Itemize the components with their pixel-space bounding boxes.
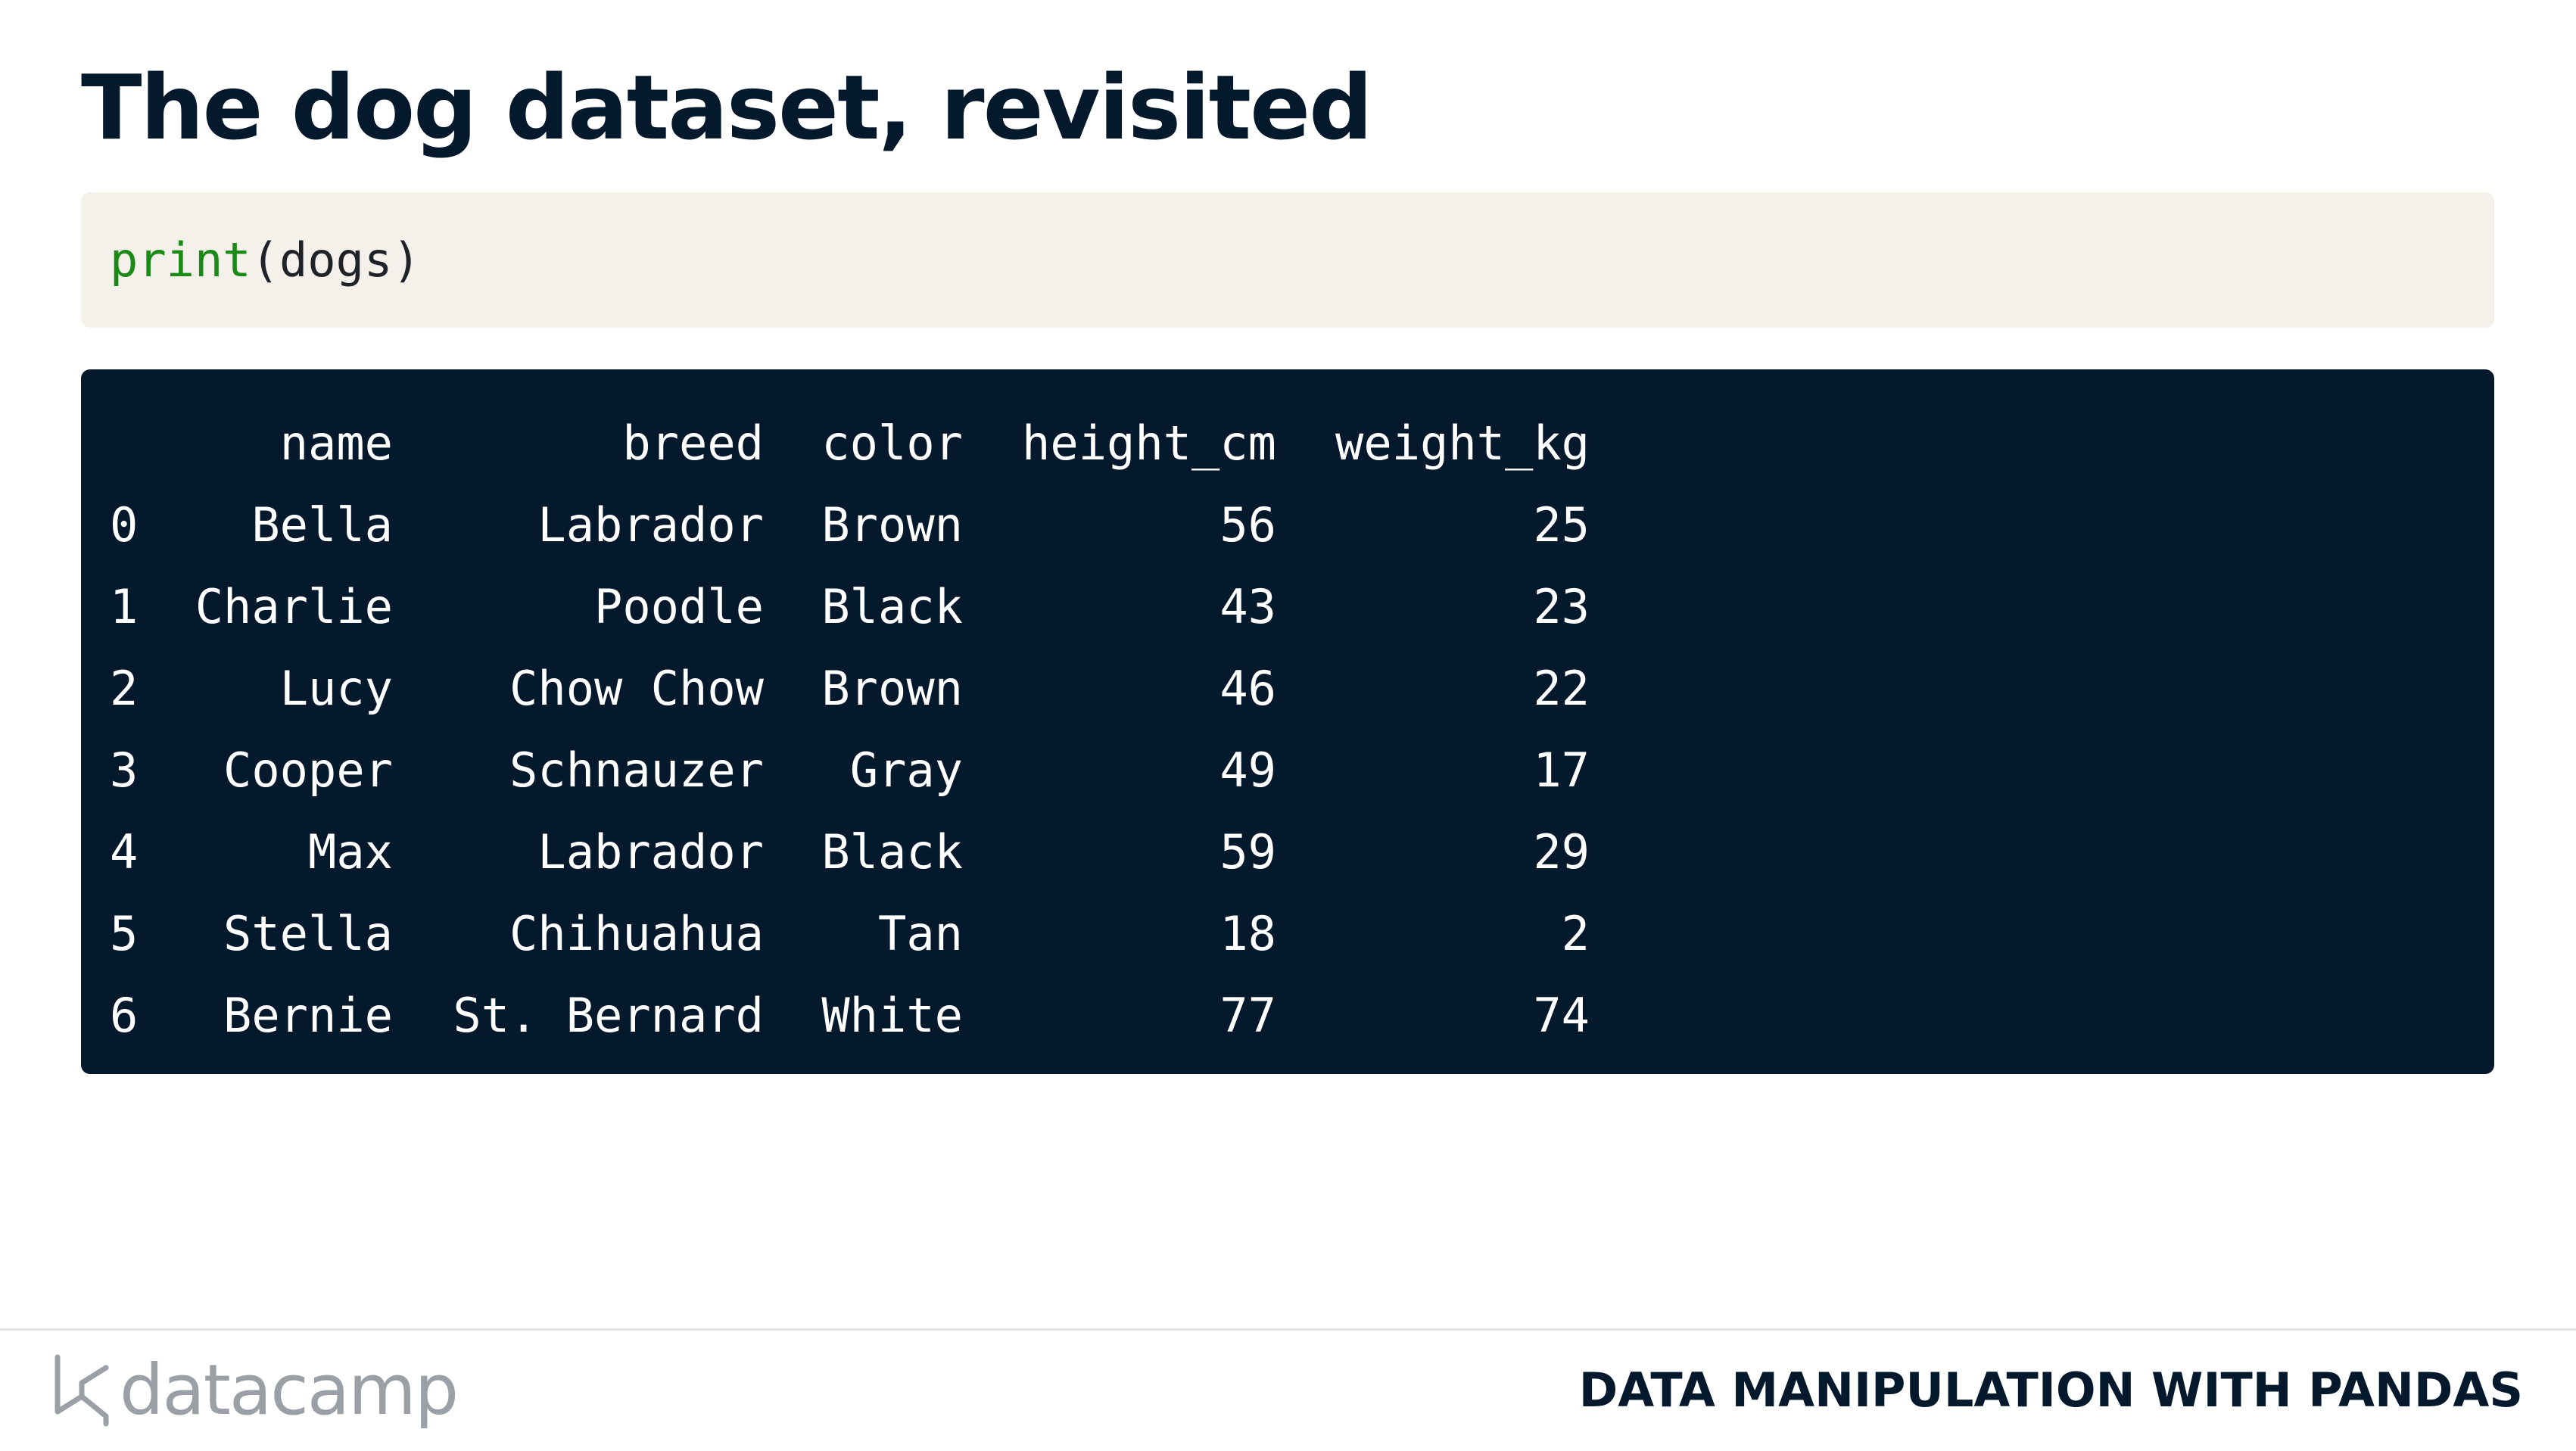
cell-name: Max: [308, 824, 393, 880]
cell-breed: Poodle: [594, 579, 764, 634]
code-argument: (dogs): [251, 232, 421, 288]
column-header-color: color: [821, 416, 963, 471]
footer-divider: [0, 1328, 2576, 1331]
table-row: 4 Max Labrador Black 59 29: [110, 811, 1590, 893]
table-row: 1 Charlie Poodle Black 43 23: [110, 566, 1590, 648]
row-index: 3: [110, 743, 139, 798]
cell-name: Bernie: [223, 988, 393, 1043]
header-row: name breed color height_cm weight_kg: [110, 403, 1590, 484]
cell-weight: 74: [1533, 988, 1590, 1043]
cell-color: White: [821, 988, 963, 1043]
cell-name: Lucy: [279, 661, 393, 716]
cell-weight: 25: [1533, 497, 1590, 553]
row-index: 0: [110, 497, 139, 553]
row-index: 2: [110, 661, 139, 716]
cell-weight: 17: [1533, 743, 1590, 798]
cell-name: Cooper: [223, 743, 393, 798]
cell-weight: 2: [1561, 906, 1590, 961]
cell-color: Gray: [849, 743, 963, 798]
datacamp-logo-icon: [55, 1354, 109, 1427]
row-index: 1: [110, 579, 139, 634]
cell-height: 59: [1219, 824, 1276, 880]
column-header-breed: breed: [622, 416, 764, 471]
column-header-name: name: [279, 416, 393, 471]
table-row: 0 Bella Labrador Brown 56 25: [110, 484, 1590, 566]
logo-wordmark: datacamp: [120, 1350, 459, 1431]
cell-weight: 29: [1533, 824, 1590, 880]
cell-color: Black: [821, 579, 963, 634]
column-header-height: height_cm: [1022, 416, 1276, 471]
cell-breed: Chow Chow: [509, 661, 764, 716]
cell-color: Brown: [821, 497, 963, 553]
dataframe-table: name breed color height_cm weight_kg 0 B…: [110, 403, 1590, 1057]
cell-weight: 22: [1533, 661, 1590, 716]
cell-color: Brown: [821, 661, 963, 716]
cell-color: Black: [821, 824, 963, 880]
datacamp-logo: datacamp: [51, 1349, 459, 1432]
row-index: 4: [110, 824, 139, 880]
cell-height: 49: [1219, 743, 1276, 798]
cell-height: 18: [1219, 906, 1276, 961]
cell-name: Stella: [223, 906, 393, 961]
cell-height: 43: [1219, 579, 1276, 634]
cell-color: Tan: [878, 906, 963, 961]
slide-title: The dog dataset, revisited: [81, 55, 1373, 160]
index-header: [110, 403, 167, 484]
cell-name: Charlie: [195, 579, 393, 634]
code-function: print: [110, 232, 251, 288]
cell-breed: Schnauzer: [509, 743, 764, 798]
code-block: print(dogs): [81, 192, 2494, 328]
cell-name: Bella: [251, 497, 393, 553]
output-block: name breed color height_cm weight_kg 0 B…: [81, 369, 2494, 1074]
table-row: 3 Cooper Schnauzer Gray 49 17: [110, 730, 1590, 811]
cell-height: 46: [1219, 661, 1276, 716]
cell-height: 56: [1219, 497, 1276, 553]
table-row: 6 Bernie St. Bernard White 77 74: [110, 975, 1590, 1057]
cell-breed: Chihuahua: [509, 906, 764, 961]
table-row: 5 Stella Chihuahua Tan 18 2: [110, 893, 1590, 975]
row-index: 5: [110, 906, 139, 961]
cell-height: 77: [1219, 988, 1276, 1043]
course-name: DATA MANIPULATION WITH PANDAS: [1578, 1362, 2523, 1418]
cell-breed: Labrador: [537, 497, 764, 553]
cell-breed: St. Bernard: [453, 988, 764, 1043]
row-index: 6: [110, 988, 139, 1043]
table-row: 2 Lucy Chow Chow Brown 46 22: [110, 648, 1590, 730]
cell-weight: 23: [1533, 579, 1590, 634]
column-header-weight: weight_kg: [1335, 416, 1590, 471]
cell-breed: Labrador: [537, 824, 764, 880]
